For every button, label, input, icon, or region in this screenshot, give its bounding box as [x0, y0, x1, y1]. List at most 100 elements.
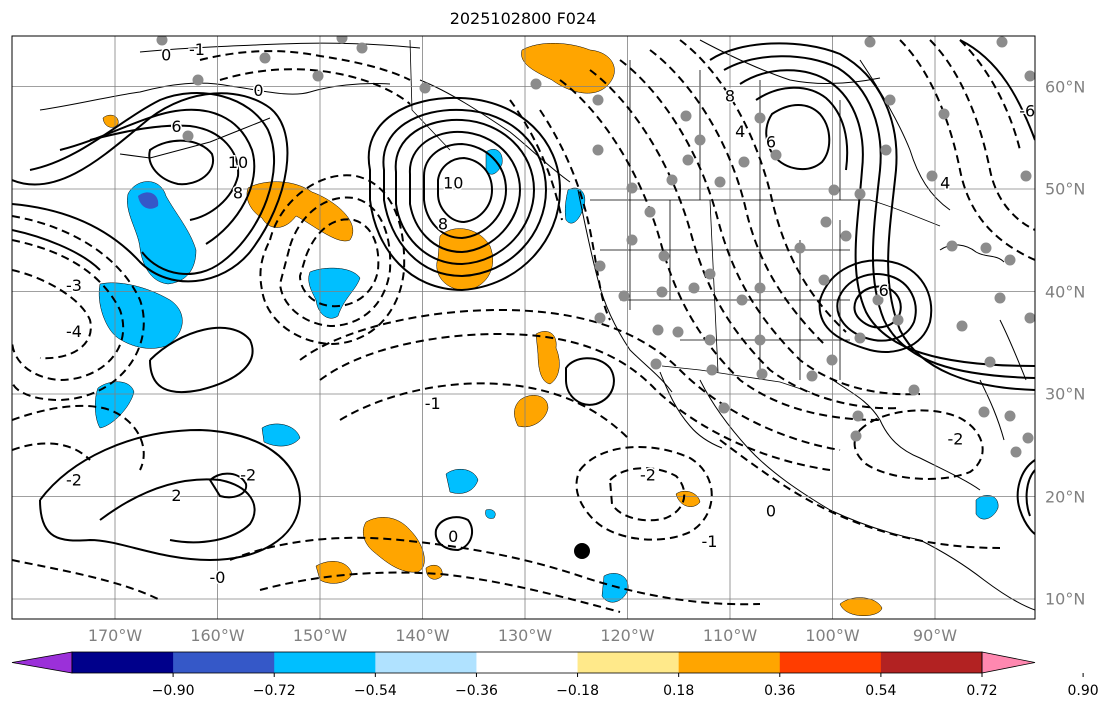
dashed-central-trough-1 — [259, 174, 406, 346]
station-dot — [854, 188, 866, 200]
station-dot — [704, 334, 716, 346]
station-dot — [594, 260, 606, 272]
contour-bering-ridge-5 — [12, 229, 101, 271]
dashed-gulf-ring — [853, 409, 984, 480]
colorbar-tick-label: 0.36 — [764, 683, 796, 699]
station-dot — [884, 94, 896, 106]
colorbar-tick-label: 0.72 — [966, 683, 998, 699]
contour-bering-ridge-4 — [89, 124, 240, 221]
contour-us-low-2 — [836, 273, 917, 342]
dashed-central-trough-3 — [298, 218, 380, 308]
contour-label: 0 — [161, 45, 171, 64]
station-dot — [984, 356, 996, 368]
map-border — [11, 35, 1036, 620]
dashed-subtropic-big — [299, 308, 841, 451]
station-dot — [1024, 312, 1035, 324]
dashed-aleutian-trough-2 — [12, 215, 145, 402]
station-dot — [994, 292, 1006, 304]
station-dot — [704, 268, 716, 280]
station-dot — [852, 410, 864, 422]
station-dot — [652, 324, 664, 336]
contour-label: -1 — [425, 394, 441, 413]
station-dot — [644, 206, 656, 218]
colorbar-tick-label: −0.36 — [454, 683, 498, 699]
lon-tick-label: 130°W — [497, 626, 553, 645]
station-dot — [938, 108, 950, 120]
contour-label: 10 — [443, 173, 463, 192]
coast-central-america — [919, 539, 1035, 611]
contour-label: 8 — [438, 214, 448, 233]
contour-label: 10 — [228, 153, 248, 172]
station-dot — [738, 156, 750, 168]
lon-tick-label: 100°W — [805, 626, 860, 645]
orange-patch-baja-1 — [535, 331, 560, 385]
dashed-west-canada-5 — [679, 39, 847, 333]
contour-bering-ridge-1 — [12, 92, 289, 283]
station-dot — [666, 174, 678, 186]
coastlines — [39, 39, 1035, 611]
colorbar-segment — [779, 652, 882, 673]
colorbar-segment — [274, 652, 376, 673]
contour-ne-pacific-high-3 — [394, 118, 536, 266]
station-dot — [714, 176, 726, 188]
colorbar-tick-label: −0.72 — [252, 683, 296, 699]
contour-label: -1 — [702, 532, 718, 551]
station-dot — [996, 36, 1008, 48]
station-dot — [872, 294, 884, 306]
station-dot — [892, 314, 904, 326]
contour-labels: 0 -1 0 6 10 8 10 8 8 6 4 6 4 -6 -3 -4 -1 -2 2 -2 0 -2 -1 -2 0 -0 — [65, 39, 1035, 589]
coast-bering-north — [139, 42, 421, 53]
dashed-west-canada-2 — [589, 69, 901, 410]
contour-bering-high-center — [148, 139, 215, 186]
station-dot — [1022, 432, 1034, 444]
coast-gulf-mexico — [829, 377, 981, 491]
lon-tick-label: 140°W — [395, 626, 450, 645]
contour-ne-pacific-high-6 — [437, 156, 494, 224]
station-dot — [978, 406, 990, 418]
orange-patch-southeast — [839, 597, 883, 616]
lat-tick-label: 10°N — [1045, 589, 1086, 609]
contour-label: -3 — [66, 276, 82, 295]
station-dot — [840, 230, 852, 242]
contour-label: -4 — [66, 322, 82, 341]
coast-gulf-alaska — [419, 79, 571, 183]
station-dot — [688, 282, 700, 294]
contour-ne-pacific-high-4 — [408, 130, 522, 254]
orange-patch-small-bering — [102, 114, 119, 128]
station-dot — [658, 250, 670, 262]
contour-ne-pacific-high-2 — [382, 108, 548, 278]
colorbar — [11, 651, 1084, 677]
contour-subtropic-4 — [208, 472, 248, 499]
dashed-aleutian-trough-3 — [12, 269, 92, 360]
dashed-ne-trough-3 — [959, 39, 1021, 151]
station-dot — [1004, 254, 1016, 266]
contour-us-low-1 — [818, 259, 933, 353]
station-dot — [828, 184, 840, 196]
dashed-contours — [12, 39, 1035, 613]
contour-label: 6 — [879, 281, 889, 300]
station-dot — [419, 82, 431, 94]
station-dot — [956, 320, 968, 332]
station-dot — [820, 216, 832, 228]
border-us-mexico — [661, 365, 811, 393]
contour-canada-ne — [959, 39, 1035, 141]
station-dot — [754, 282, 766, 294]
station-dots — [156, 36, 1035, 458]
contour-canada-high-2 — [723, 55, 1035, 379]
solid-contours — [12, 39, 1035, 562]
dashed-pacific-coast-1 — [539, 109, 611, 321]
colorbar-tick-label: −0.18 — [556, 683, 599, 699]
lat-tick-label: 40°N — [1045, 282, 1086, 301]
dashed-bering-north-2 — [219, 68, 411, 105]
station-dot — [926, 170, 938, 182]
contour-canada-high-5 — [765, 104, 831, 171]
colorbar-extend-low — [11, 651, 73, 674]
contour-label: -2 — [948, 430, 964, 449]
station-dot — [656, 286, 668, 298]
station-dot — [754, 112, 766, 124]
coast-canada-north — [699, 39, 881, 85]
station-dot — [672, 326, 684, 338]
contour-label: -0 — [210, 568, 226, 587]
coast-alaska — [39, 82, 391, 111]
